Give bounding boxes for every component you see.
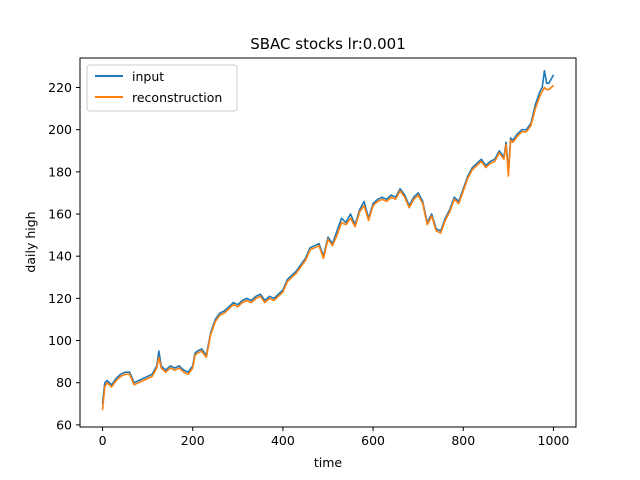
y-axis-label: daily high <box>23 211 38 272</box>
x-tick-label: 1000 <box>538 433 570 448</box>
x-tick-label: 800 <box>451 433 475 448</box>
chart-title: SBAC stocks lr:0.001 <box>250 35 406 53</box>
y-tick-label: 160 <box>48 207 72 222</box>
x-axis-label: time <box>314 455 343 470</box>
x-tick-label: 200 <box>181 433 205 448</box>
y-tick-label: 180 <box>48 164 72 179</box>
x-tick-label: 0 <box>99 433 107 448</box>
x-tick-label: 600 <box>361 433 385 448</box>
plot-frame <box>79 57 577 428</box>
y-tick-label: 80 <box>56 375 72 390</box>
y-tick-label: 60 <box>56 417 72 432</box>
y-axis: 60 80 100 120 140 160 180 200 220 <box>48 80 80 432</box>
legend-label-input: input <box>132 69 164 84</box>
x-axis: 0 200 400 600 800 1000 <box>99 427 570 448</box>
y-tick-label: 100 <box>48 333 72 348</box>
y-tick-label: 220 <box>48 80 72 95</box>
legend: input reconstruction <box>86 64 238 112</box>
series-group <box>101 69 555 411</box>
series-line-input <box>101 69 555 404</box>
legend-label-reconstruction: reconstruction <box>132 90 222 105</box>
series-line-reconstruction <box>101 84 555 411</box>
legend-box <box>86 64 238 112</box>
x-tick-label: 400 <box>271 433 295 448</box>
y-tick-label: 140 <box>48 249 72 264</box>
y-tick-label: 200 <box>48 122 72 137</box>
y-tick-label: 120 <box>48 291 72 306</box>
